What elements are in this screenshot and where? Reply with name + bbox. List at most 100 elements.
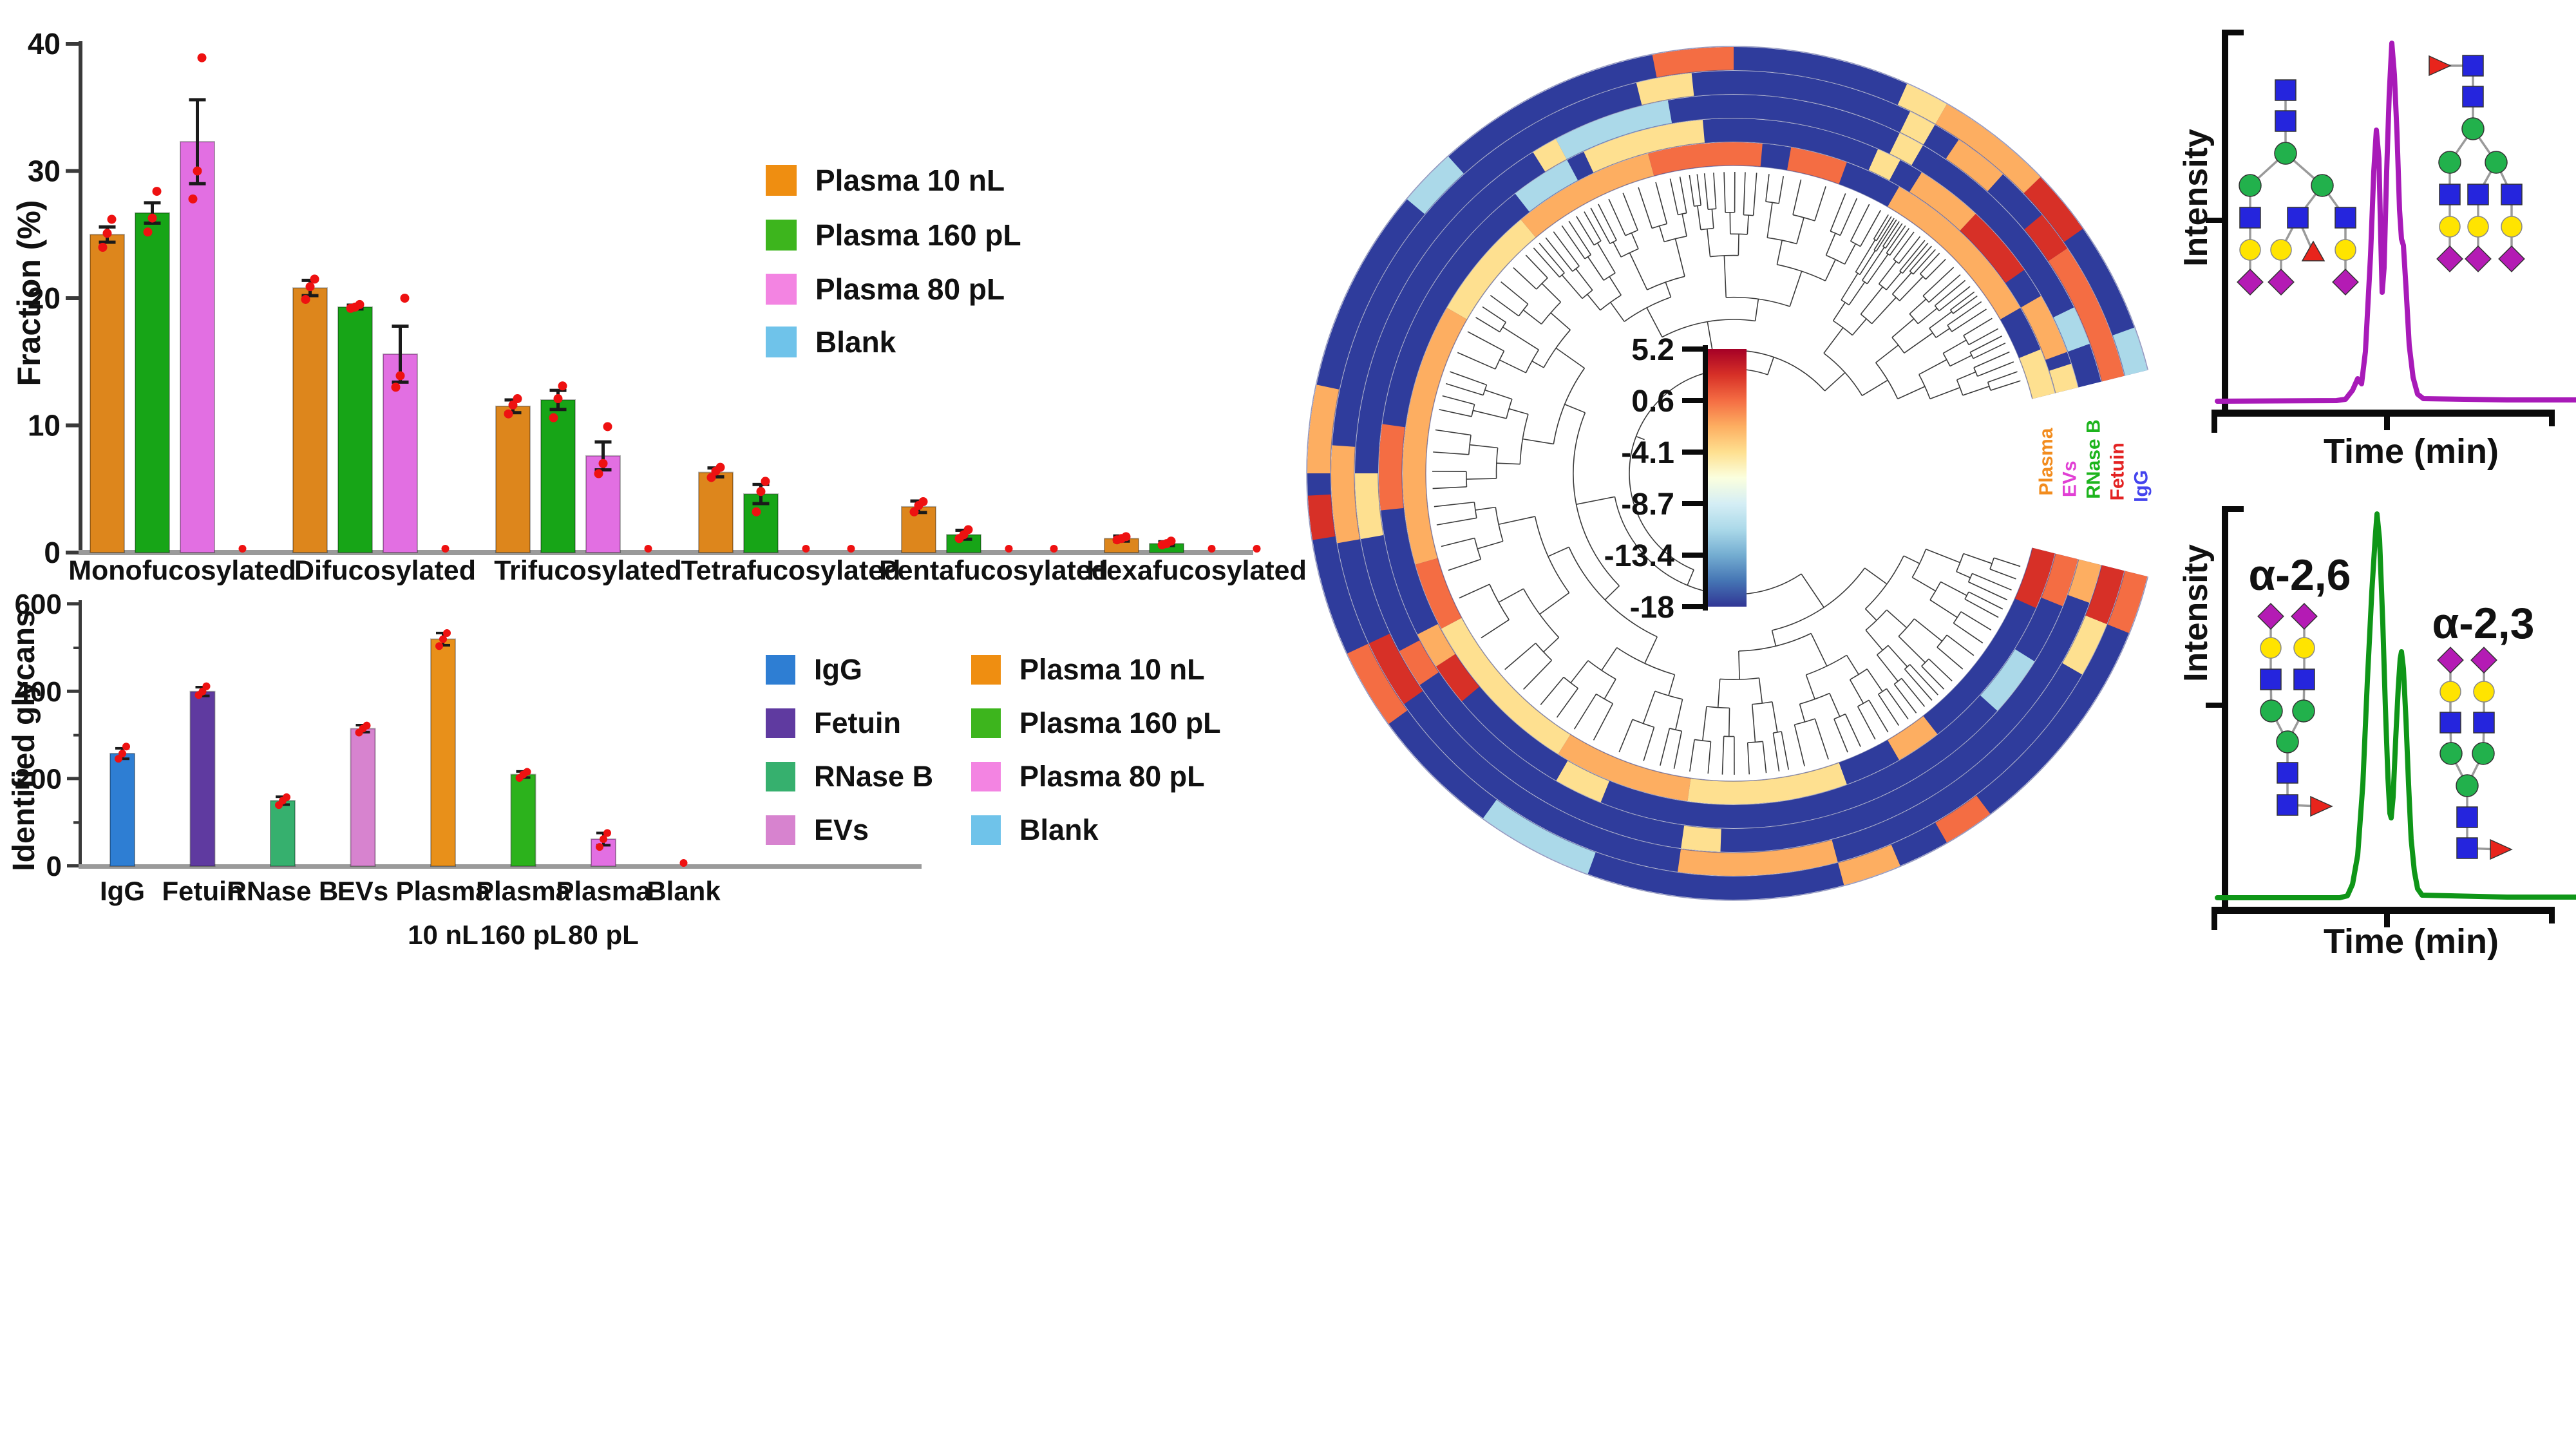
- colorbar: [1708, 349, 1747, 607]
- fucose-triangle-icon: [2310, 795, 2333, 817]
- ring-label: IgG: [2130, 470, 2152, 502]
- dendrogram-branch: [1533, 247, 1560, 278]
- dendrogram-branch: [1862, 379, 1888, 397]
- dendrogram-branch: [1849, 679, 1864, 704]
- dendrogram-branch: [1556, 688, 1578, 718]
- y-axis-line: [79, 41, 82, 555]
- bar: [383, 353, 418, 554]
- error-cap: [910, 511, 927, 515]
- colorbar-spine: [1703, 345, 1708, 611]
- dendrogram-branch: [1989, 569, 2016, 580]
- sialic-acid-diamond-icon: [2465, 245, 2492, 272]
- dendrogram-branch: [1467, 331, 1504, 352]
- heatmap-ring-segment: [2041, 553, 2078, 607]
- dendrogram-branch: [1973, 342, 2006, 359]
- heatmap-ring-segment: [1555, 100, 1672, 160]
- data-dot: [193, 166, 202, 176]
- dendrogram-branch: [1702, 706, 1707, 741]
- dendrogram-branch: [1876, 216, 1892, 242]
- chromatogram-top: [2206, 30, 2576, 433]
- dendrogram-branch: [1442, 395, 1475, 405]
- dendrogram-branch: [1689, 175, 1695, 207]
- bar: [109, 753, 135, 867]
- glcnac-square-icon: [2456, 837, 2478, 859]
- fucose-triangle-icon: [2490, 838, 2513, 860]
- data-dot: [596, 843, 603, 851]
- dendrogram-branch: [1886, 225, 1906, 254]
- ring-separator: [1354, 93, 2103, 853]
- colorbar-tick-label: 5.2: [1631, 333, 1674, 367]
- category-label: Fetuin: [162, 876, 243, 906]
- y-tick-label: 400: [15, 676, 62, 708]
- data-dot: [715, 462, 725, 472]
- dendrogram-branch: [1767, 357, 1774, 375]
- dendrogram-branch: [1498, 588, 1524, 603]
- heatmap-ring-segment: [1368, 633, 1423, 705]
- legend-label: Blank: [1019, 813, 1099, 846]
- category-label: EVs: [337, 876, 388, 906]
- dendrogram-branch: [1865, 630, 1883, 651]
- glcnac-square-icon: [2439, 184, 2461, 205]
- data-dot: [1005, 545, 1013, 553]
- data-dot: [603, 422, 612, 431]
- dendrogram-branch: [1885, 223, 1903, 249]
- data-dot: [238, 545, 247, 553]
- heatmap-ring-segment: [1417, 623, 1456, 667]
- glcnac-square-icon: [2467, 184, 2489, 205]
- dendrogram-arc: [1519, 414, 1529, 464]
- colorbar-tick: [1682, 450, 1703, 455]
- dendrogram-branch: [1891, 272, 1912, 295]
- y-tick-label: 20: [28, 281, 61, 315]
- colorbar-tick: [1682, 604, 1703, 609]
- legend-label: Plasma 160 pL: [815, 218, 1021, 252]
- data-dot: [963, 525, 973, 535]
- data-dot: [395, 371, 405, 381]
- data-dot: [549, 413, 558, 422]
- category-label: RNase B: [227, 876, 339, 906]
- dendrogram-branch: [1596, 242, 1616, 274]
- data-dot: [147, 213, 157, 223]
- sialic-acid-diamond-icon: [2237, 269, 2264, 296]
- error-bar: [399, 326, 402, 383]
- data-dot: [706, 473, 716, 482]
- dendrogram-branch: [1873, 214, 1889, 240]
- dendrogram-branch: [1942, 339, 1967, 354]
- heatmap-ring-segment: [1935, 795, 1991, 843]
- dendrogram-branch: [1575, 268, 1593, 291]
- dendrogram-branch: [1669, 178, 1679, 215]
- y-minor-tick: [73, 821, 79, 824]
- legend-label: EVs: [814, 813, 869, 846]
- dendrogram-branch: [1866, 254, 1889, 285]
- bar: [189, 690, 216, 867]
- category-label: Pentafucosylated: [879, 555, 1108, 586]
- heatmap-ring-segment: [1838, 844, 1900, 886]
- error-cap: [752, 482, 770, 486]
- dendrogram-branch: [1475, 317, 1501, 333]
- dendrogram-arc: [1624, 296, 1671, 322]
- y-minor-tick: [73, 647, 79, 649]
- heatmap-ring-segment: [1558, 734, 1691, 801]
- legend-swatch: [766, 708, 795, 738]
- y-tick: [66, 423, 79, 428]
- mannose-circle-icon: [2239, 174, 2262, 197]
- error-cap: [99, 225, 116, 229]
- data-dot: [118, 750, 126, 758]
- dendrogram-branch: [1925, 258, 1946, 280]
- glcnac-square-icon: [2275, 110, 2297, 132]
- error-cap: [436, 643, 450, 647]
- chrom-bottom-y-axis-title: Intensity: [2177, 544, 2215, 682]
- heatmap-ring-segment: [1636, 73, 1694, 106]
- dendrogram-branch: [1555, 347, 1585, 369]
- data-dot: [355, 299, 365, 309]
- dendrogram-branch: [1969, 336, 2002, 353]
- heatmap-ring-segment: [1681, 825, 1721, 852]
- dendrogram-branch: [1553, 231, 1580, 267]
- data-dot: [441, 545, 450, 553]
- data-dot: [603, 829, 611, 837]
- dendrogram-branch: [1738, 234, 1739, 256]
- mannose-circle-icon: [2276, 730, 2299, 753]
- data-dot: [122, 743, 130, 751]
- dendrogram-branch: [1841, 272, 1859, 301]
